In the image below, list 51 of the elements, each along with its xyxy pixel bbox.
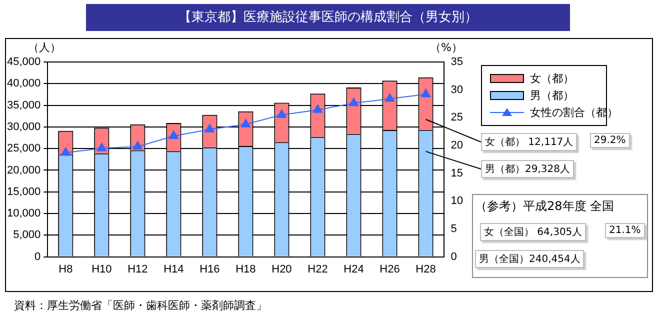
text: 21.1%	[605, 223, 645, 238]
x-tick-label: H10	[92, 263, 112, 276]
y2-tick-label: 0	[450, 250, 457, 263]
text: 女（都） 12,117人	[481, 133, 578, 151]
y-tick-label: 45,000	[6, 56, 41, 68]
x-tick-label: H22	[308, 263, 328, 276]
x-tick-label: H20	[272, 263, 292, 276]
y2-tick-label: 35	[450, 56, 464, 68]
text: （参考）平成28年度 全国	[475, 198, 614, 215]
point	[60, 147, 70, 156]
y2-axis-title: （%）	[430, 40, 462, 55]
point	[312, 104, 323, 113]
y-tick-label: 35,000	[6, 99, 41, 112]
y-tick-label: 20,000	[6, 164, 41, 176]
text: 女（全国） 64,305人	[480, 223, 586, 241]
legend-label: 男（都）	[530, 88, 574, 103]
x-tick-label: H14	[164, 263, 184, 276]
y2-tick-label: 10	[450, 195, 464, 208]
point	[96, 142, 106, 152]
point	[240, 118, 251, 128]
point	[276, 109, 287, 118]
y2-tick-label: 15	[450, 167, 464, 180]
x-tick-label: H8	[58, 263, 73, 276]
point	[132, 141, 142, 150]
x-tick-label: H28	[416, 263, 436, 276]
y2-tick-label: 5	[450, 223, 457, 236]
point	[420, 88, 431, 98]
x-tick-label: H26	[380, 263, 400, 276]
y-tick-label: 25,000	[6, 142, 41, 155]
y-tick-label: 30,000	[6, 120, 41, 133]
y-tick-label: 15,000	[6, 186, 41, 198]
y2-tick-label: 25	[450, 112, 464, 124]
legend-label: 女（都）	[530, 71, 574, 86]
chart-title: 【東京都】医療施設従事医師の構成割合（男女別）	[86, 4, 570, 31]
point	[384, 93, 395, 102]
point	[348, 98, 359, 106]
y-tick-label: 10,000	[6, 208, 41, 220]
text: 29.2%	[590, 133, 630, 148]
text: 男（全国）240,454人	[475, 250, 584, 268]
y-tick-label: 40,000	[6, 78, 41, 90]
x-tick-label: H12	[128, 263, 148, 276]
text: 男（都）29,328人	[481, 160, 574, 178]
text: 資料：厚生労働省「医師・歯科医師・薬剤師調査」	[14, 298, 267, 313]
y-axis-title: （人）	[28, 40, 61, 55]
x-tick-label: H18	[236, 263, 256, 276]
y-tick-label: 5,000	[13, 229, 41, 242]
y-tick-label: 0	[34, 250, 41, 263]
x-tick-label: H24	[344, 263, 364, 276]
y2-tick-label: 20	[450, 140, 464, 152]
y2-tick-label: 30	[450, 84, 464, 96]
x-tick-label: H16	[200, 263, 220, 276]
